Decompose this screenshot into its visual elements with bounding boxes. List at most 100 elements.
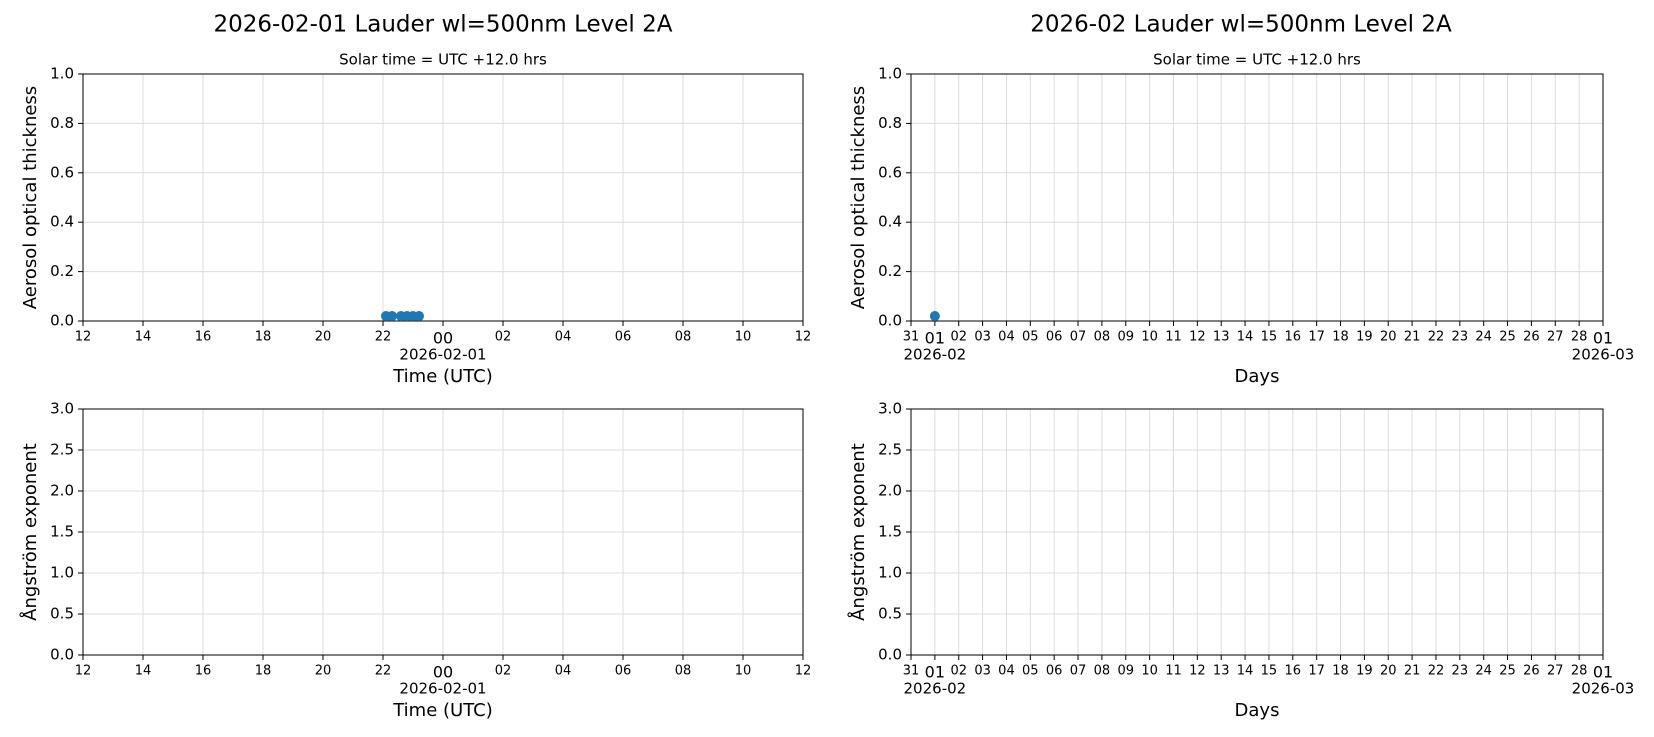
x-tick-label: 14 bbox=[1237, 330, 1254, 345]
x-tick-label: 08 bbox=[675, 330, 692, 345]
x-tick-label: 24 bbox=[1475, 664, 1492, 679]
y-tick-label: 0.8 bbox=[878, 114, 902, 132]
x-tick-label: 04 bbox=[555, 664, 572, 679]
x-tick-label: 25 bbox=[1499, 664, 1516, 679]
x-tick-label: 27 bbox=[1547, 664, 1564, 679]
x-tick-label: 10 bbox=[735, 330, 752, 345]
chart-title: 2026-02-01 Lauder wl=500nm Level 2A bbox=[213, 12, 672, 38]
x-tick-label: 06 bbox=[615, 330, 632, 345]
x-tick-label: 24 bbox=[1475, 330, 1492, 345]
y-axis-label: Ångström exponent bbox=[19, 443, 41, 621]
x-tick-label: 07 bbox=[1070, 664, 1087, 679]
x-tick-label: 27 bbox=[1547, 330, 1564, 345]
x-tick-label: 16 bbox=[1285, 330, 1302, 345]
y-tick-label: 1.5 bbox=[878, 523, 902, 541]
y-axis-label: Ångström exponent bbox=[847, 443, 869, 621]
x-tick-label: 01 bbox=[925, 329, 945, 348]
x-tick-label: 21 bbox=[1404, 330, 1421, 345]
y-tick-label: 3.0 bbox=[878, 400, 902, 418]
x-tick-label: 06 bbox=[615, 664, 632, 679]
y-tick-label: 2.0 bbox=[878, 482, 902, 500]
y-tick-label: 1.0 bbox=[50, 65, 74, 83]
y-tick-label: 0.6 bbox=[878, 163, 902, 181]
x-tick-label: 26 bbox=[1523, 664, 1540, 679]
x-tick-label: 12 bbox=[75, 664, 92, 679]
y-tick-label: 0.2 bbox=[878, 262, 902, 280]
x-tick-label: 18 bbox=[1332, 664, 1349, 679]
x-tick-label: 06 bbox=[1046, 330, 1063, 345]
chart-subtitle: Solar time = UTC +12.0 hrs bbox=[1153, 51, 1361, 69]
x-tick-label: 17 bbox=[1308, 664, 1325, 679]
x-tick-label: 22 bbox=[1428, 330, 1445, 345]
x-tick-label: 25 bbox=[1499, 330, 1516, 345]
x-tick-label: 22 bbox=[375, 330, 392, 345]
y-tick-label: 1.5 bbox=[50, 523, 74, 541]
x-tick-label: 08 bbox=[675, 664, 692, 679]
y-tick-label: 0.0 bbox=[50, 312, 74, 330]
x-tick-label: 13 bbox=[1213, 664, 1230, 679]
x-tick-label: 14 bbox=[1237, 664, 1254, 679]
y-tick-label: 0.2 bbox=[50, 262, 74, 280]
x-axis-label: Days bbox=[1235, 700, 1280, 721]
x-date-label: 2026-02-01 bbox=[399, 346, 486, 364]
x-tick-label: 21 bbox=[1404, 664, 1421, 679]
x-tick-label: 12 bbox=[1189, 664, 1206, 679]
x-tick-label: 01 bbox=[1593, 329, 1613, 348]
y-tick-label: 0.8 bbox=[50, 114, 74, 132]
x-tick-label: 04 bbox=[555, 330, 572, 345]
x-tick-label: 02 bbox=[950, 664, 967, 679]
x-axis-label: Time (UTC) bbox=[392, 700, 493, 721]
x-axis-label: Time (UTC) bbox=[392, 366, 493, 387]
x-tick-label: 31 bbox=[903, 330, 920, 345]
x-tick-label: 14 bbox=[135, 664, 152, 679]
x-tick-label: 05 bbox=[1022, 664, 1039, 679]
chart-title: 2026-02 Lauder wl=500nm Level 2A bbox=[1030, 12, 1452, 38]
x-tick-label: 17 bbox=[1308, 330, 1325, 345]
x-tick-label: 14 bbox=[135, 330, 152, 345]
x-tick-label: 15 bbox=[1261, 664, 1278, 679]
data-point bbox=[929, 311, 940, 322]
y-tick-label: 0.0 bbox=[878, 646, 902, 664]
x-tick-label: 15 bbox=[1261, 330, 1278, 345]
x-tick-label: 20 bbox=[315, 330, 332, 345]
y-tick-label: 2.5 bbox=[878, 441, 902, 459]
x-tick-label: 12 bbox=[795, 664, 812, 679]
x-tick-label: 05 bbox=[1022, 330, 1039, 345]
x-tick-label: 12 bbox=[75, 330, 92, 345]
x-tick-label: 02 bbox=[495, 330, 512, 345]
x-tick-label: 04 bbox=[998, 330, 1015, 345]
x-tick-label: 09 bbox=[1117, 664, 1134, 679]
data-point bbox=[414, 311, 424, 322]
x-tick-label: 22 bbox=[1428, 664, 1445, 679]
x-tick-label: 18 bbox=[1332, 330, 1349, 345]
x-tick-label: 26 bbox=[1523, 330, 1540, 345]
x-tick-label: 09 bbox=[1117, 330, 1134, 345]
x-tick-label: 00 bbox=[433, 329, 453, 348]
x-date-label: 2026-02 bbox=[904, 346, 967, 364]
x-tick-label: 10 bbox=[1141, 330, 1158, 345]
x-tick-label: 03 bbox=[974, 664, 991, 679]
x-tick-label: 01 bbox=[925, 663, 945, 682]
plot-frame bbox=[82, 408, 804, 656]
plot-frame bbox=[910, 408, 1604, 656]
x-tick-label: 31 bbox=[903, 664, 920, 679]
x-tick-label: 00 bbox=[433, 663, 453, 682]
x-tick-label: 19 bbox=[1356, 330, 1373, 345]
x-tick-label: 11 bbox=[1165, 330, 1182, 345]
y-tick-label: 1.0 bbox=[878, 564, 902, 582]
x-tick-label: 18 bbox=[255, 664, 272, 679]
chart-subtitle: Solar time = UTC +12.0 hrs bbox=[339, 51, 547, 69]
x-tick-label: 22 bbox=[375, 664, 392, 679]
x-tick-label: 23 bbox=[1452, 330, 1469, 345]
x-tick-label: 04 bbox=[998, 664, 1015, 679]
x-tick-label: 08 bbox=[1094, 664, 1111, 679]
x-tick-label: 18 bbox=[255, 330, 272, 345]
y-tick-label: 0.4 bbox=[50, 213, 74, 231]
x-tick-label: 12 bbox=[795, 330, 812, 345]
x-tick-label: 19 bbox=[1356, 664, 1373, 679]
plot-frame bbox=[82, 73, 804, 322]
data-point bbox=[387, 311, 397, 322]
x-date-label: 2026-03 bbox=[1572, 346, 1635, 364]
x-tick-label: 01 bbox=[1593, 663, 1613, 682]
